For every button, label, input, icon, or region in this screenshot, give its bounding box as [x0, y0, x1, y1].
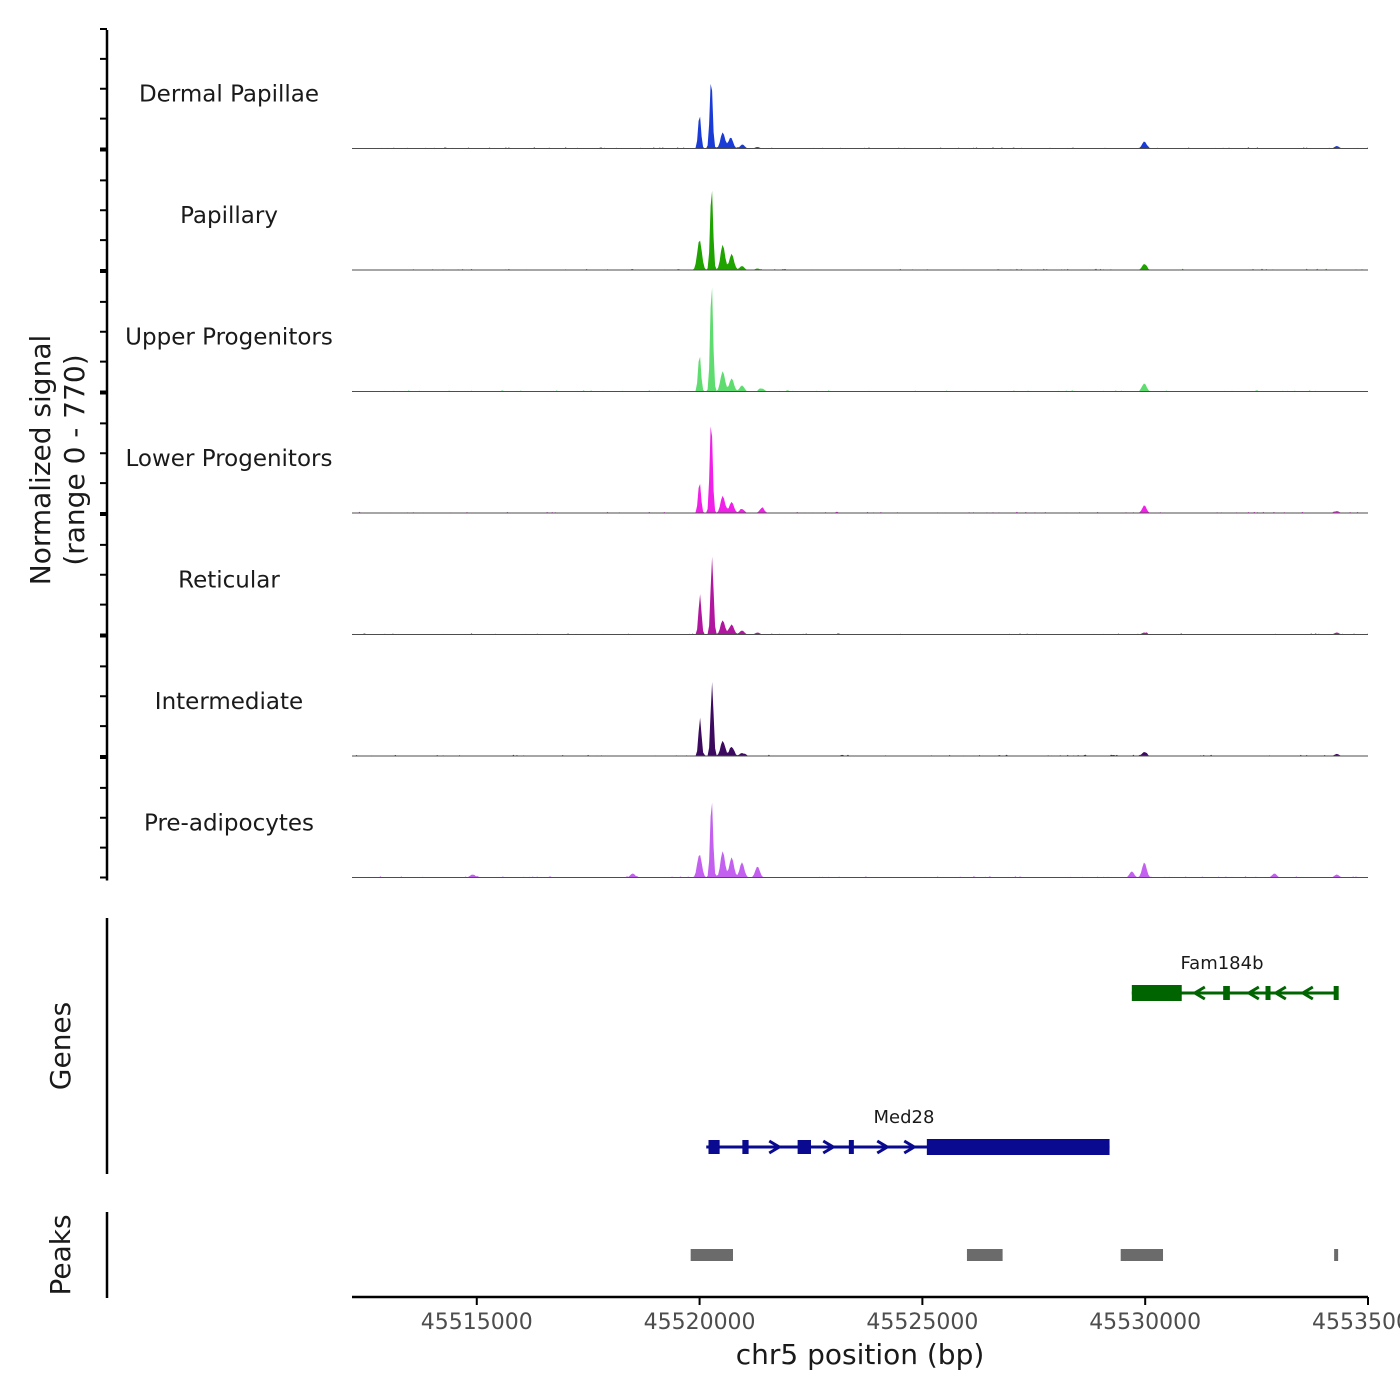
track-label: Lower Progenitors — [126, 446, 333, 472]
track-label: Upper Progenitors — [125, 325, 333, 351]
track-label: Pre-adipocytes — [144, 811, 314, 837]
x-tick-label: 45520000 — [644, 1310, 756, 1335]
strand-arrow — [1299, 985, 1314, 1001]
track-pre-adipocytes: Pre-adipocytes — [144, 802, 1368, 878]
peak-region — [1120, 1249, 1164, 1261]
track-dermal-papillae: Dermal Papillae — [139, 82, 1368, 149]
strand-arrow — [1245, 985, 1260, 1001]
exon — [797, 1140, 811, 1154]
strand-arrow — [903, 1139, 918, 1155]
strand-arrow — [1272, 985, 1287, 1001]
peak-region — [1334, 1249, 1339, 1261]
track-lower-progenitors: Lower Progenitors — [126, 426, 1368, 514]
gene-med28: Med28 — [706, 1107, 1110, 1155]
peaks-panel-label: Peaks — [44, 1214, 77, 1295]
gene-label: Med28 — [874, 1107, 935, 1128]
track-reticular: Reticular — [178, 556, 1368, 635]
track-label: Papillary — [180, 203, 278, 229]
exon — [1131, 985, 1182, 1001]
coverage-area — [352, 426, 1368, 513]
exon — [708, 1140, 720, 1154]
coverage-area — [352, 190, 1368, 270]
x-tick-label: 45530000 — [1089, 1310, 1201, 1335]
track-upper-progenitors: Upper Progenitors — [125, 287, 1368, 392]
x-tick-label: 45535000 — [1312, 1310, 1400, 1335]
peak-region — [690, 1249, 733, 1261]
strand-arrow — [822, 1139, 837, 1155]
y-axis-title: Normalized signal — [24, 335, 57, 586]
left-axes — [100, 28, 109, 881]
exon — [1223, 986, 1230, 1000]
track-papillary: Papillary — [180, 190, 1368, 271]
x-axis-title: chr5 position (bp) — [736, 1338, 985, 1371]
exon — [848, 1140, 854, 1154]
track-intermediate: Intermediate — [155, 682, 1368, 757]
coverage-tracks: Dermal Papillae Papillary Upper Progenitor… — [125, 82, 1368, 878]
genes-panel: Med28 Fam184b — [105, 918, 1339, 1174]
peaks-panel — [105, 1212, 1339, 1298]
track-label: Reticular — [178, 568, 280, 594]
coverage-area — [352, 556, 1368, 635]
genes-panel-label: Genes — [44, 1002, 77, 1090]
coverage-area — [352, 682, 1368, 756]
track-label: Dermal Papillae — [139, 82, 319, 108]
exon — [926, 1139, 1110, 1155]
coverage-area — [352, 802, 1368, 878]
strand-arrow — [768, 1139, 783, 1155]
gene-fam184b: Fam184b — [1131, 953, 1339, 1001]
exon — [742, 1140, 749, 1154]
x-tick-label: 45525000 — [866, 1310, 978, 1335]
strand-arrow — [876, 1139, 891, 1155]
coverage-area — [352, 83, 1368, 149]
x-axis: 45515000 45520000 45525000 45530000 45535000 — [352, 1295, 1400, 1335]
strand-arrow — [1191, 985, 1206, 1001]
exon — [1333, 986, 1339, 1000]
coverage-area — [352, 287, 1368, 392]
peak-region — [966, 1249, 1003, 1261]
track-label: Intermediate — [155, 689, 303, 715]
exon — [1265, 986, 1271, 1000]
gene-label: Fam184b — [1180, 953, 1263, 974]
x-tick-label: 45515000 — [421, 1310, 533, 1335]
y-axis-subtitle: (range 0 - 770) — [58, 354, 91, 565]
